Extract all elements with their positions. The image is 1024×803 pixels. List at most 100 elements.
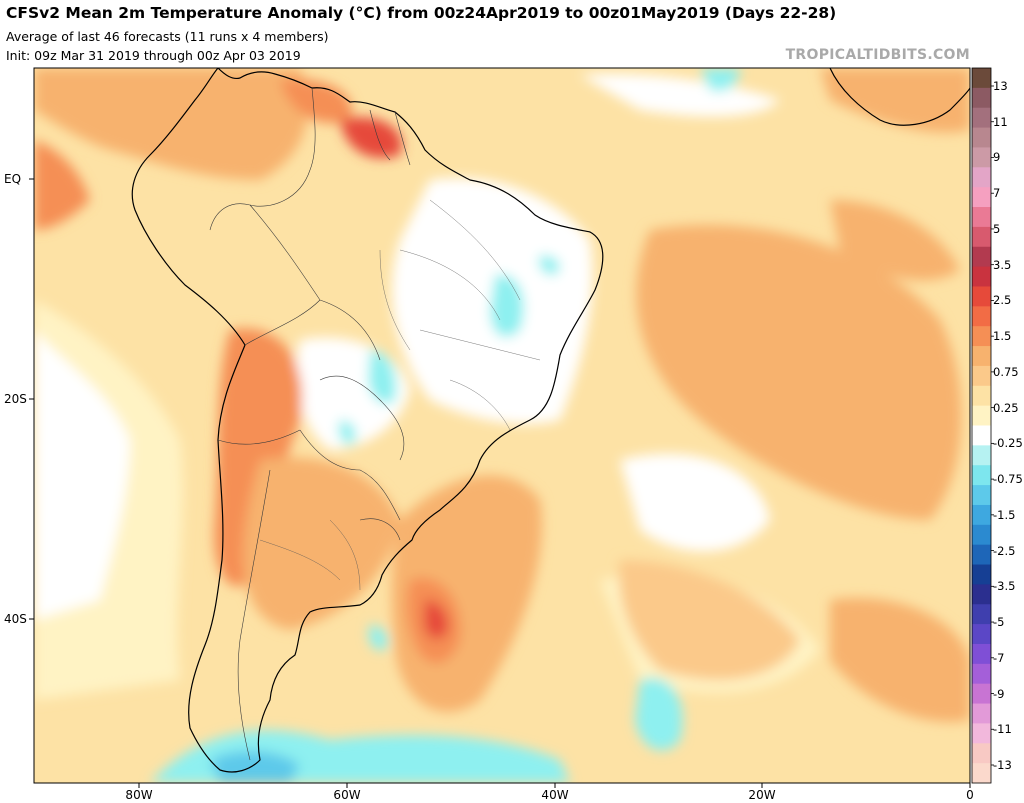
colorbar-swatch [972,723,991,744]
field-warm-venezuela [280,79,352,124]
colorbar-swatch [972,385,991,407]
field-warm-argentina [243,457,400,630]
colorbar-swatch [972,485,991,506]
field-hot-guianas [340,117,402,159]
colorbar-swatch [972,524,991,546]
lon-label-60w: 60W [333,788,361,802]
south-america-coast [131,68,604,773]
colorbar-frame [971,67,992,784]
colorbar-swatch [972,68,991,89]
anomaly-field [34,68,970,783]
field-cool-pantanal [368,350,397,404]
colorbar [971,67,994,784]
field-warm-north [34,68,308,180]
field-neutral-north [580,73,780,117]
lon-label-80w: 80W [125,788,153,802]
lon-label-0: 0 [966,788,974,802]
field-cool-bolivia [338,420,356,445]
colorbar-label: -11 [993,722,1012,737]
colorbar-label: 9 [993,150,1001,165]
colorbar-swatch [972,683,991,705]
colorbar-label: 11 [993,114,1008,129]
colorbar-swatch [972,743,991,764]
field-warm-atlantic-east [636,224,962,520]
lat-label-40s: 40S [4,612,27,626]
colorbar-swatch [972,425,991,446]
watermark: TROPICALTIDBITS.COM [785,47,970,63]
field-cool-brazil [490,274,524,338]
axis-ticks [29,178,971,788]
colorbar-swatch [972,207,991,228]
colorbar-swatch [972,703,991,724]
map-subtitle-init: Init: 09z Mar 31 2019 through 00z Apr 03… [6,48,301,63]
colorbar-swatch [972,663,991,685]
field-hot-patagonia-sea [424,600,449,640]
colorbar-swatch [972,286,991,307]
map-frame [33,67,971,784]
colorbar-swatch [972,246,991,268]
colorbar-swatch [972,266,991,287]
field-warm-atlantic-ne [830,200,960,281]
colorbar-label: -2.5 [993,543,1016,558]
field-neutral-atlantic [620,453,770,552]
field-warm-south-central [619,560,800,680]
colorbar-label: 5 [993,221,1001,236]
colorbar-swatch [972,306,991,327]
field-warm-andes-core [240,378,296,449]
field-cool-north [700,68,740,92]
field-warm-eq-pacific [34,140,90,230]
colorbar-label: -1.5 [993,507,1016,522]
lat-label-eq: EQ [4,172,22,186]
field-warm-africa [820,68,970,133]
colorbar-label: 2.5 [993,293,1012,308]
colorbar-label: -9 [993,686,1005,701]
colorbar-label: 0.25 [993,400,1019,415]
coastlines [131,68,970,773]
colorbar-swatch [972,643,991,665]
colorbar-swatch [972,465,991,486]
field-cool-ne-brazil [538,255,560,276]
lat-label-20s: 20S [4,392,27,406]
colorbar-swatch [972,326,991,347]
colorbar-swatch [972,763,991,784]
colorbar-swatch [972,365,991,387]
field-cool-south-atlantic [635,678,683,751]
colorbar-label: 13 [993,79,1008,93]
colorbar-label: -5 [993,615,1005,630]
field-neutral-pacific-west [34,330,130,620]
colorbar-swatch [972,624,991,645]
colorbar-swatch [972,405,991,426]
colorbar-swatch [972,107,991,129]
lon-label-20w: 20W [748,788,776,802]
colorbar-swatch [972,127,991,148]
colorbar-swatch [972,226,991,248]
colorbar-swatch [972,167,991,188]
africa-coast [829,68,970,126]
colorbar-label: -0.25 [993,436,1023,451]
lon-label-40w: 40W [541,788,569,802]
colorbar-swatch [972,584,991,605]
colorbar-label: -0.75 [993,472,1023,487]
field-cool-patagonia [368,625,388,651]
colorbar-swatch [972,87,991,109]
colorbar-swatch [972,504,991,526]
map-title: CFSv2 Mean 2m Temperature Anomaly (°C) f… [6,4,837,22]
colorbar-label: -3.5 [993,579,1016,594]
country-borders [209,87,411,761]
colorbar-label: 3.5 [993,257,1012,272]
colorbar-label: 7 [993,186,1001,201]
colorbar-swatch [972,564,991,585]
field-cool-drake [210,750,300,783]
colorbar-swatch [972,147,991,168]
colorbar-swatch [972,544,991,566]
colorbar-label: 1.5 [993,329,1012,344]
colorbar-label: -7 [993,650,1005,665]
colorbar-swatch [972,346,991,367]
colorbar-label: 0.75 [993,364,1019,379]
colorbar-swatch [972,445,991,466]
colorbar-swatch [972,604,991,625]
state-borders [259,199,541,591]
field-warm-southeast [830,598,970,722]
colorbar-label: -13 [993,758,1012,772]
